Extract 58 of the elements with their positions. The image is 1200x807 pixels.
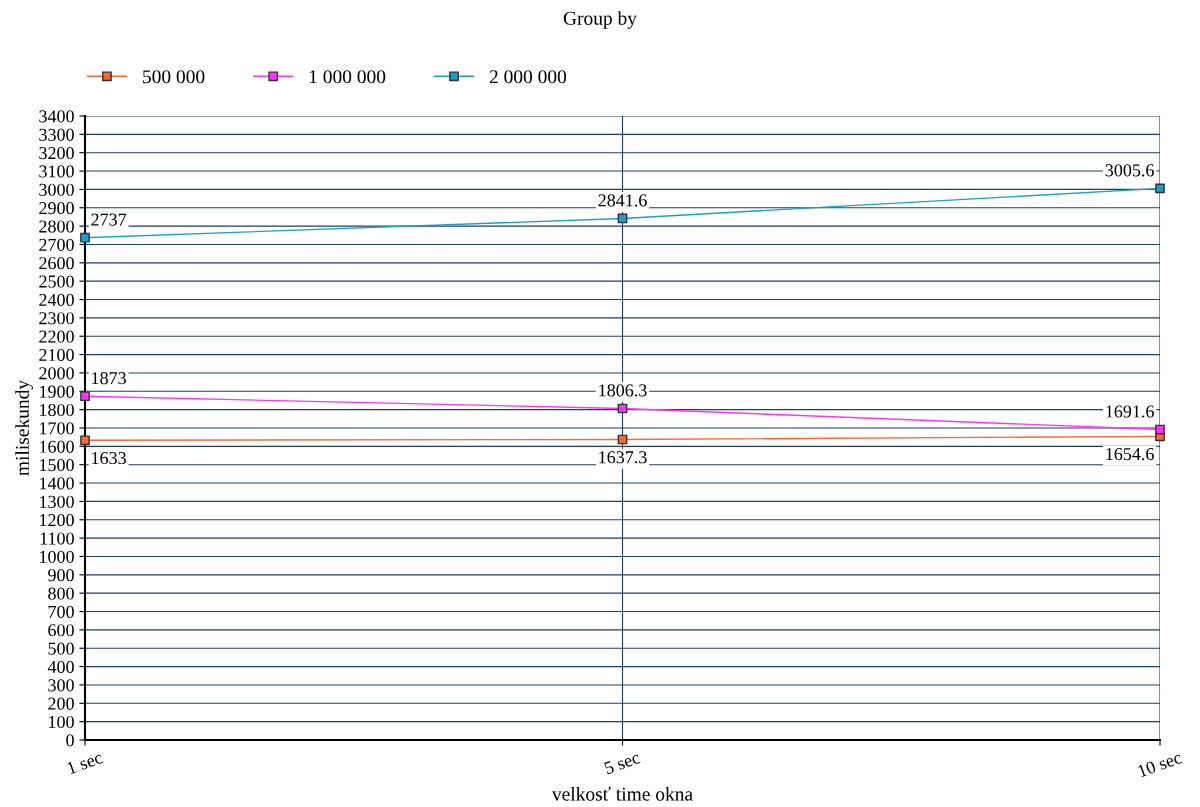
data-label: 2737 bbox=[91, 213, 127, 226]
y-tick-label: 2800 bbox=[39, 220, 74, 233]
y-tick-label: 2100 bbox=[39, 348, 74, 362]
y-tick-label: 700 bbox=[48, 605, 74, 618]
y-tick-label: 200 bbox=[48, 697, 74, 710]
y-tick-label: 2400 bbox=[39, 293, 74, 306]
point bbox=[1155, 424, 1165, 435]
y-tick-label: 400 bbox=[47, 660, 74, 674]
point bbox=[80, 391, 90, 402]
y-tick-label: 2700 bbox=[39, 238, 74, 251]
y-tick-label: 1400 bbox=[40, 477, 74, 490]
y-tick-label: 3200 bbox=[39, 146, 74, 160]
data-label: 2841.6 bbox=[598, 194, 647, 207]
y-tick-label: 800 bbox=[48, 587, 74, 600]
legend-label: 2 000 000 bbox=[489, 70, 567, 84]
y-tick-label: 1700 bbox=[40, 422, 74, 435]
y-tick-label: 3400 bbox=[39, 110, 74, 123]
y-tick-label: 3300 bbox=[39, 128, 74, 141]
y-tick-label: 3100 bbox=[39, 165, 74, 178]
y-tick-label: 1900 bbox=[40, 385, 74, 398]
y-tick-label: 2600 bbox=[39, 257, 74, 270]
y-tick-label: 1100 bbox=[40, 532, 74, 545]
y-tick-label: 2000 bbox=[39, 367, 74, 380]
x-tick-label: 10 sec bbox=[1137, 751, 1183, 778]
y-tick-label: 100 bbox=[49, 715, 74, 729]
y-tick-label: 1500 bbox=[40, 458, 74, 472]
legend-label: 1 000 000 bbox=[309, 70, 386, 84]
y-tick-label: 0 bbox=[66, 734, 74, 747]
data-label: 1806.3 bbox=[599, 384, 647, 397]
y-tick-label: 500 bbox=[48, 642, 74, 655]
chart-title: Group by bbox=[563, 11, 637, 29]
data-label: 1654.6 bbox=[1106, 448, 1154, 461]
point bbox=[80, 232, 90, 243]
y-tick-label: 1000 bbox=[40, 550, 74, 563]
y-tick-label: 2900 bbox=[39, 202, 74, 215]
y-tick-label: 1300 bbox=[40, 495, 74, 508]
y-tick-label: 3000 bbox=[39, 183, 74, 196]
data-label: 3005.6 bbox=[1105, 164, 1154, 177]
y-tick-label: 2500 bbox=[39, 275, 74, 288]
y-axis-title: milisekundy bbox=[15, 380, 33, 476]
y-tick-label: 600 bbox=[48, 624, 74, 637]
y-tick-label: 2300 bbox=[39, 312, 74, 325]
y-tick-label: 900 bbox=[48, 569, 74, 582]
y-tick-label: 1200 bbox=[40, 514, 74, 527]
x-axis-title: velkosť time okna bbox=[551, 786, 693, 801]
legend-label: 500 000 bbox=[143, 70, 205, 84]
point bbox=[1155, 183, 1165, 194]
x-tick-label: 5 sec bbox=[603, 751, 641, 775]
y-tick-label: 1800 bbox=[40, 403, 74, 417]
y-tick-label: 300 bbox=[48, 679, 74, 692]
data-label: 1873 bbox=[92, 372, 126, 385]
y-tick-label: 1600 bbox=[40, 440, 74, 453]
data-label: 1691.6 bbox=[1106, 405, 1154, 418]
x-tick-label: 1 sec bbox=[66, 751, 104, 775]
y-tick-label: 2200 bbox=[39, 330, 74, 343]
point bbox=[80, 435, 90, 446]
data-label: 1633 bbox=[92, 451, 126, 465]
data-label: 1637.3 bbox=[599, 451, 647, 464]
